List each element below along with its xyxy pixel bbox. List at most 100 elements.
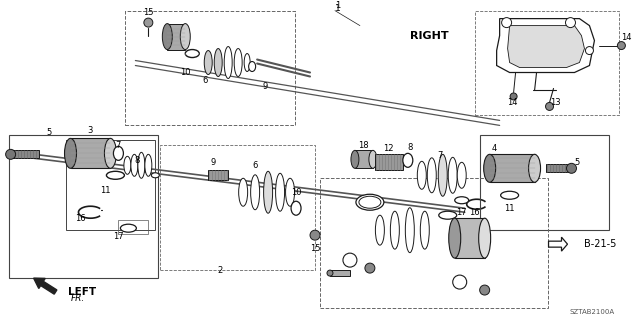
Text: 16: 16 (75, 214, 86, 223)
Ellipse shape (356, 194, 384, 210)
Ellipse shape (449, 218, 461, 258)
Text: 7: 7 (437, 151, 442, 160)
Ellipse shape (428, 158, 436, 193)
Ellipse shape (369, 150, 377, 168)
Text: 6: 6 (202, 76, 208, 85)
Circle shape (618, 42, 625, 50)
Text: 14: 14 (621, 33, 632, 42)
Text: 1: 1 (335, 4, 341, 13)
Circle shape (502, 18, 511, 28)
Circle shape (566, 18, 575, 28)
Text: 5: 5 (46, 128, 51, 137)
Polygon shape (497, 19, 595, 73)
Ellipse shape (500, 191, 518, 199)
Ellipse shape (249, 61, 255, 71)
Text: 15: 15 (143, 8, 154, 17)
Bar (355, 150, 373, 168)
Ellipse shape (204, 51, 212, 75)
Ellipse shape (65, 138, 77, 168)
Circle shape (343, 253, 357, 267)
Text: SZTAB2100A: SZTAB2100A (570, 309, 614, 315)
Ellipse shape (124, 156, 131, 174)
Text: 18: 18 (358, 141, 368, 150)
Ellipse shape (151, 173, 159, 178)
Ellipse shape (285, 178, 294, 206)
Ellipse shape (327, 270, 333, 276)
Text: 7: 7 (116, 141, 121, 150)
Ellipse shape (251, 175, 260, 210)
Ellipse shape (224, 46, 232, 78)
Text: FR.: FR. (70, 293, 84, 302)
Text: 11: 11 (100, 186, 111, 195)
Circle shape (566, 163, 577, 173)
Ellipse shape (185, 50, 199, 58)
Ellipse shape (351, 150, 359, 168)
Text: 5: 5 (575, 158, 580, 167)
Ellipse shape (390, 211, 399, 249)
Text: 10: 10 (180, 68, 191, 77)
Text: 17: 17 (456, 208, 467, 217)
Bar (490, 154, 534, 182)
Ellipse shape (484, 154, 495, 182)
Ellipse shape (359, 196, 381, 208)
Ellipse shape (417, 161, 426, 189)
Ellipse shape (376, 215, 385, 245)
Text: 9: 9 (262, 82, 268, 91)
Ellipse shape (234, 49, 242, 76)
Circle shape (310, 230, 320, 240)
Ellipse shape (120, 224, 136, 232)
Ellipse shape (529, 154, 541, 182)
Text: 17: 17 (113, 232, 124, 241)
Text: 16: 16 (469, 208, 480, 217)
Ellipse shape (145, 154, 152, 176)
Ellipse shape (403, 153, 413, 167)
Ellipse shape (163, 24, 172, 50)
Circle shape (144, 18, 153, 27)
Circle shape (586, 46, 593, 54)
Text: 10: 10 (291, 188, 301, 197)
Bar (167, 24, 185, 50)
Polygon shape (508, 26, 584, 68)
Bar (208, 170, 228, 180)
Ellipse shape (448, 157, 457, 193)
Ellipse shape (420, 211, 429, 249)
Bar (545, 164, 570, 172)
Text: B-21-5: B-21-5 (584, 239, 617, 249)
Text: 9: 9 (211, 158, 216, 167)
Ellipse shape (104, 138, 116, 168)
Ellipse shape (180, 24, 190, 50)
Bar (11, 150, 38, 158)
Text: 11: 11 (504, 204, 515, 213)
Ellipse shape (244, 53, 250, 71)
Ellipse shape (479, 218, 491, 258)
Ellipse shape (405, 208, 414, 252)
Polygon shape (548, 237, 568, 251)
Text: 8: 8 (134, 156, 140, 165)
Ellipse shape (264, 171, 273, 213)
Bar (330, 270, 350, 276)
Text: 4: 4 (492, 144, 497, 153)
Bar (70, 138, 111, 168)
Text: 12: 12 (383, 144, 393, 153)
Text: 14: 14 (508, 98, 518, 107)
Ellipse shape (455, 197, 468, 204)
Circle shape (479, 285, 490, 295)
Text: 1: 1 (335, 1, 340, 10)
Circle shape (6, 149, 15, 159)
FancyArrow shape (33, 278, 57, 294)
Ellipse shape (439, 211, 457, 219)
Text: 3: 3 (88, 126, 93, 135)
Circle shape (452, 275, 467, 289)
Circle shape (545, 102, 554, 110)
Ellipse shape (438, 154, 447, 196)
Text: RIGHT: RIGHT (410, 31, 449, 41)
Ellipse shape (214, 49, 222, 76)
Ellipse shape (291, 201, 301, 215)
Ellipse shape (276, 173, 285, 211)
Circle shape (365, 263, 375, 273)
Ellipse shape (131, 154, 138, 176)
Ellipse shape (138, 152, 145, 178)
Bar (455, 218, 484, 258)
Ellipse shape (457, 162, 466, 188)
Text: 2: 2 (218, 266, 223, 275)
